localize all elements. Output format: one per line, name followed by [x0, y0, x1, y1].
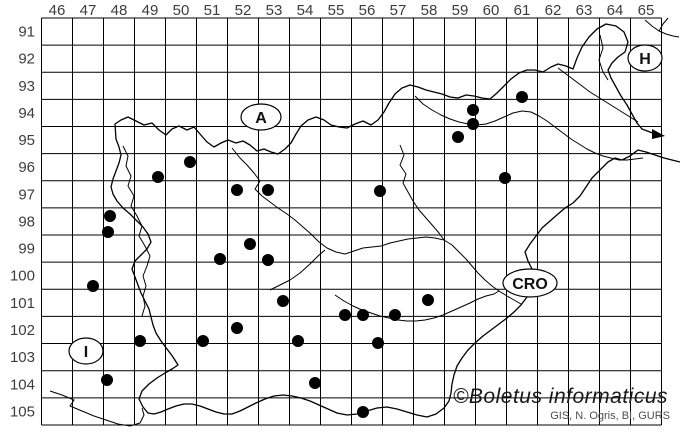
col-label: 56 — [359, 2, 376, 19]
occurrence-dot[interactable] — [197, 335, 209, 347]
river-line — [598, 34, 609, 81]
col-label: 57 — [390, 2, 407, 19]
row-label: 104 — [10, 376, 35, 393]
col-label: 51 — [204, 2, 221, 19]
col-label: 60 — [483, 2, 500, 19]
occurrence-dot[interactable] — [231, 322, 243, 334]
col-label: 65 — [638, 2, 655, 19]
occurrence-dot[interactable] — [277, 295, 289, 307]
row-label: 92 — [18, 51, 35, 68]
river-line — [658, 17, 669, 32]
row-label: 103 — [10, 349, 35, 366]
occurrence-dot[interactable] — [309, 377, 321, 389]
row-label: 95 — [18, 132, 35, 149]
occurrence-dot[interactable] — [292, 335, 304, 347]
occurrence-dot[interactable] — [134, 335, 146, 347]
row-label: 100 — [10, 268, 35, 285]
col-label: 61 — [514, 2, 531, 19]
col-label: 55 — [328, 2, 345, 19]
neighbor-ellipse — [502, 268, 558, 298]
occurrence-dot[interactable] — [87, 280, 99, 292]
occurrence-dot[interactable] — [467, 118, 479, 130]
row-label: 93 — [18, 78, 35, 95]
occurrence-dot[interactable] — [452, 131, 464, 143]
col-label: 48 — [111, 2, 128, 19]
row-label: 97 — [18, 186, 35, 203]
col-label: 59 — [452, 2, 469, 19]
neighbor-label: H — [639, 51, 651, 68]
occurrence-dot[interactable] — [422, 294, 434, 306]
row-label: 102 — [10, 322, 35, 339]
river-line — [414, 95, 644, 161]
col-label: 63 — [576, 2, 593, 19]
row-label: 99 — [18, 241, 35, 258]
col-label: 52 — [235, 2, 252, 19]
border-arrowhead — [652, 129, 665, 139]
occurrence-dot[interactable] — [262, 254, 274, 266]
row-label: 96 — [18, 159, 35, 176]
neighbor-label: I — [84, 344, 88, 361]
occurrence-dot[interactable] — [499, 172, 511, 184]
river-line — [399, 144, 445, 241]
occurrence-dot[interactable] — [339, 309, 351, 321]
col-label: 47 — [80, 2, 97, 19]
col-label: 50 — [173, 2, 190, 19]
grid-layer — [41, 17, 662, 426]
neighbor-country-labels-layer: A H CRO I — [68, 44, 663, 365]
river-line — [49, 390, 145, 427]
country-outline-layer — [49, 17, 680, 427]
row-label: 98 — [18, 213, 35, 230]
occurrence-dots-layer — [87, 91, 528, 418]
axis-labels-layer: 46 47 48 49 50 51 52 53 54 55 56 57 58 59 60 61 62 63 64 65… — [10, 2, 654, 420]
col-label: 62 — [545, 2, 562, 19]
col-label: 53 — [266, 2, 283, 19]
river-line — [557, 67, 639, 123]
occurrence-dot[interactable] — [467, 104, 479, 116]
credits-text: GIS, N. Ogris, BI, GURS — [550, 410, 670, 422]
occurrence-dot[interactable] — [357, 406, 369, 418]
copyright-watermark: ©Boletus informaticus — [452, 385, 668, 408]
occurrence-dot[interactable] — [374, 185, 386, 197]
occurrence-dot[interactable] — [184, 156, 196, 168]
occurrence-dot[interactable] — [262, 184, 274, 196]
col-label: 49 — [142, 2, 159, 19]
occurrence-dot[interactable] — [104, 210, 116, 222]
occurrence-dot[interactable] — [152, 171, 164, 183]
occurrence-dot[interactable] — [372, 337, 384, 349]
neighbor-ellipse — [240, 103, 282, 131]
river-line — [122, 145, 151, 317]
occurrence-dot[interactable] — [101, 374, 113, 386]
col-label: 58 — [421, 2, 438, 19]
row-label: 91 — [18, 24, 35, 41]
river-line — [644, 19, 680, 38]
occurrence-dot[interactable] — [244, 238, 256, 250]
occurrence-dot[interactable] — [357, 309, 369, 321]
col-label: 54 — [297, 2, 314, 19]
river-line — [231, 147, 522, 305]
occurrence-dot[interactable] — [214, 253, 226, 265]
row-label: 101 — [10, 295, 35, 312]
occurrence-dot[interactable] — [516, 91, 528, 103]
col-label: 64 — [607, 2, 624, 19]
occurrence-dot[interactable] — [231, 184, 243, 196]
occurrence-dot[interactable] — [389, 309, 401, 321]
neighbor-label: A — [255, 110, 267, 127]
occurrence-dot[interactable] — [102, 226, 114, 238]
country-border — [110, 23, 680, 418]
neighbor-label: CRO — [512, 276, 548, 293]
neighbor-ellipse — [68, 337, 104, 365]
row-label: 94 — [18, 105, 35, 122]
col-label: 46 — [49, 2, 66, 19]
neighbor-ellipse — [627, 44, 663, 72]
row-label: 105 — [10, 403, 35, 420]
river-line — [269, 249, 326, 291]
